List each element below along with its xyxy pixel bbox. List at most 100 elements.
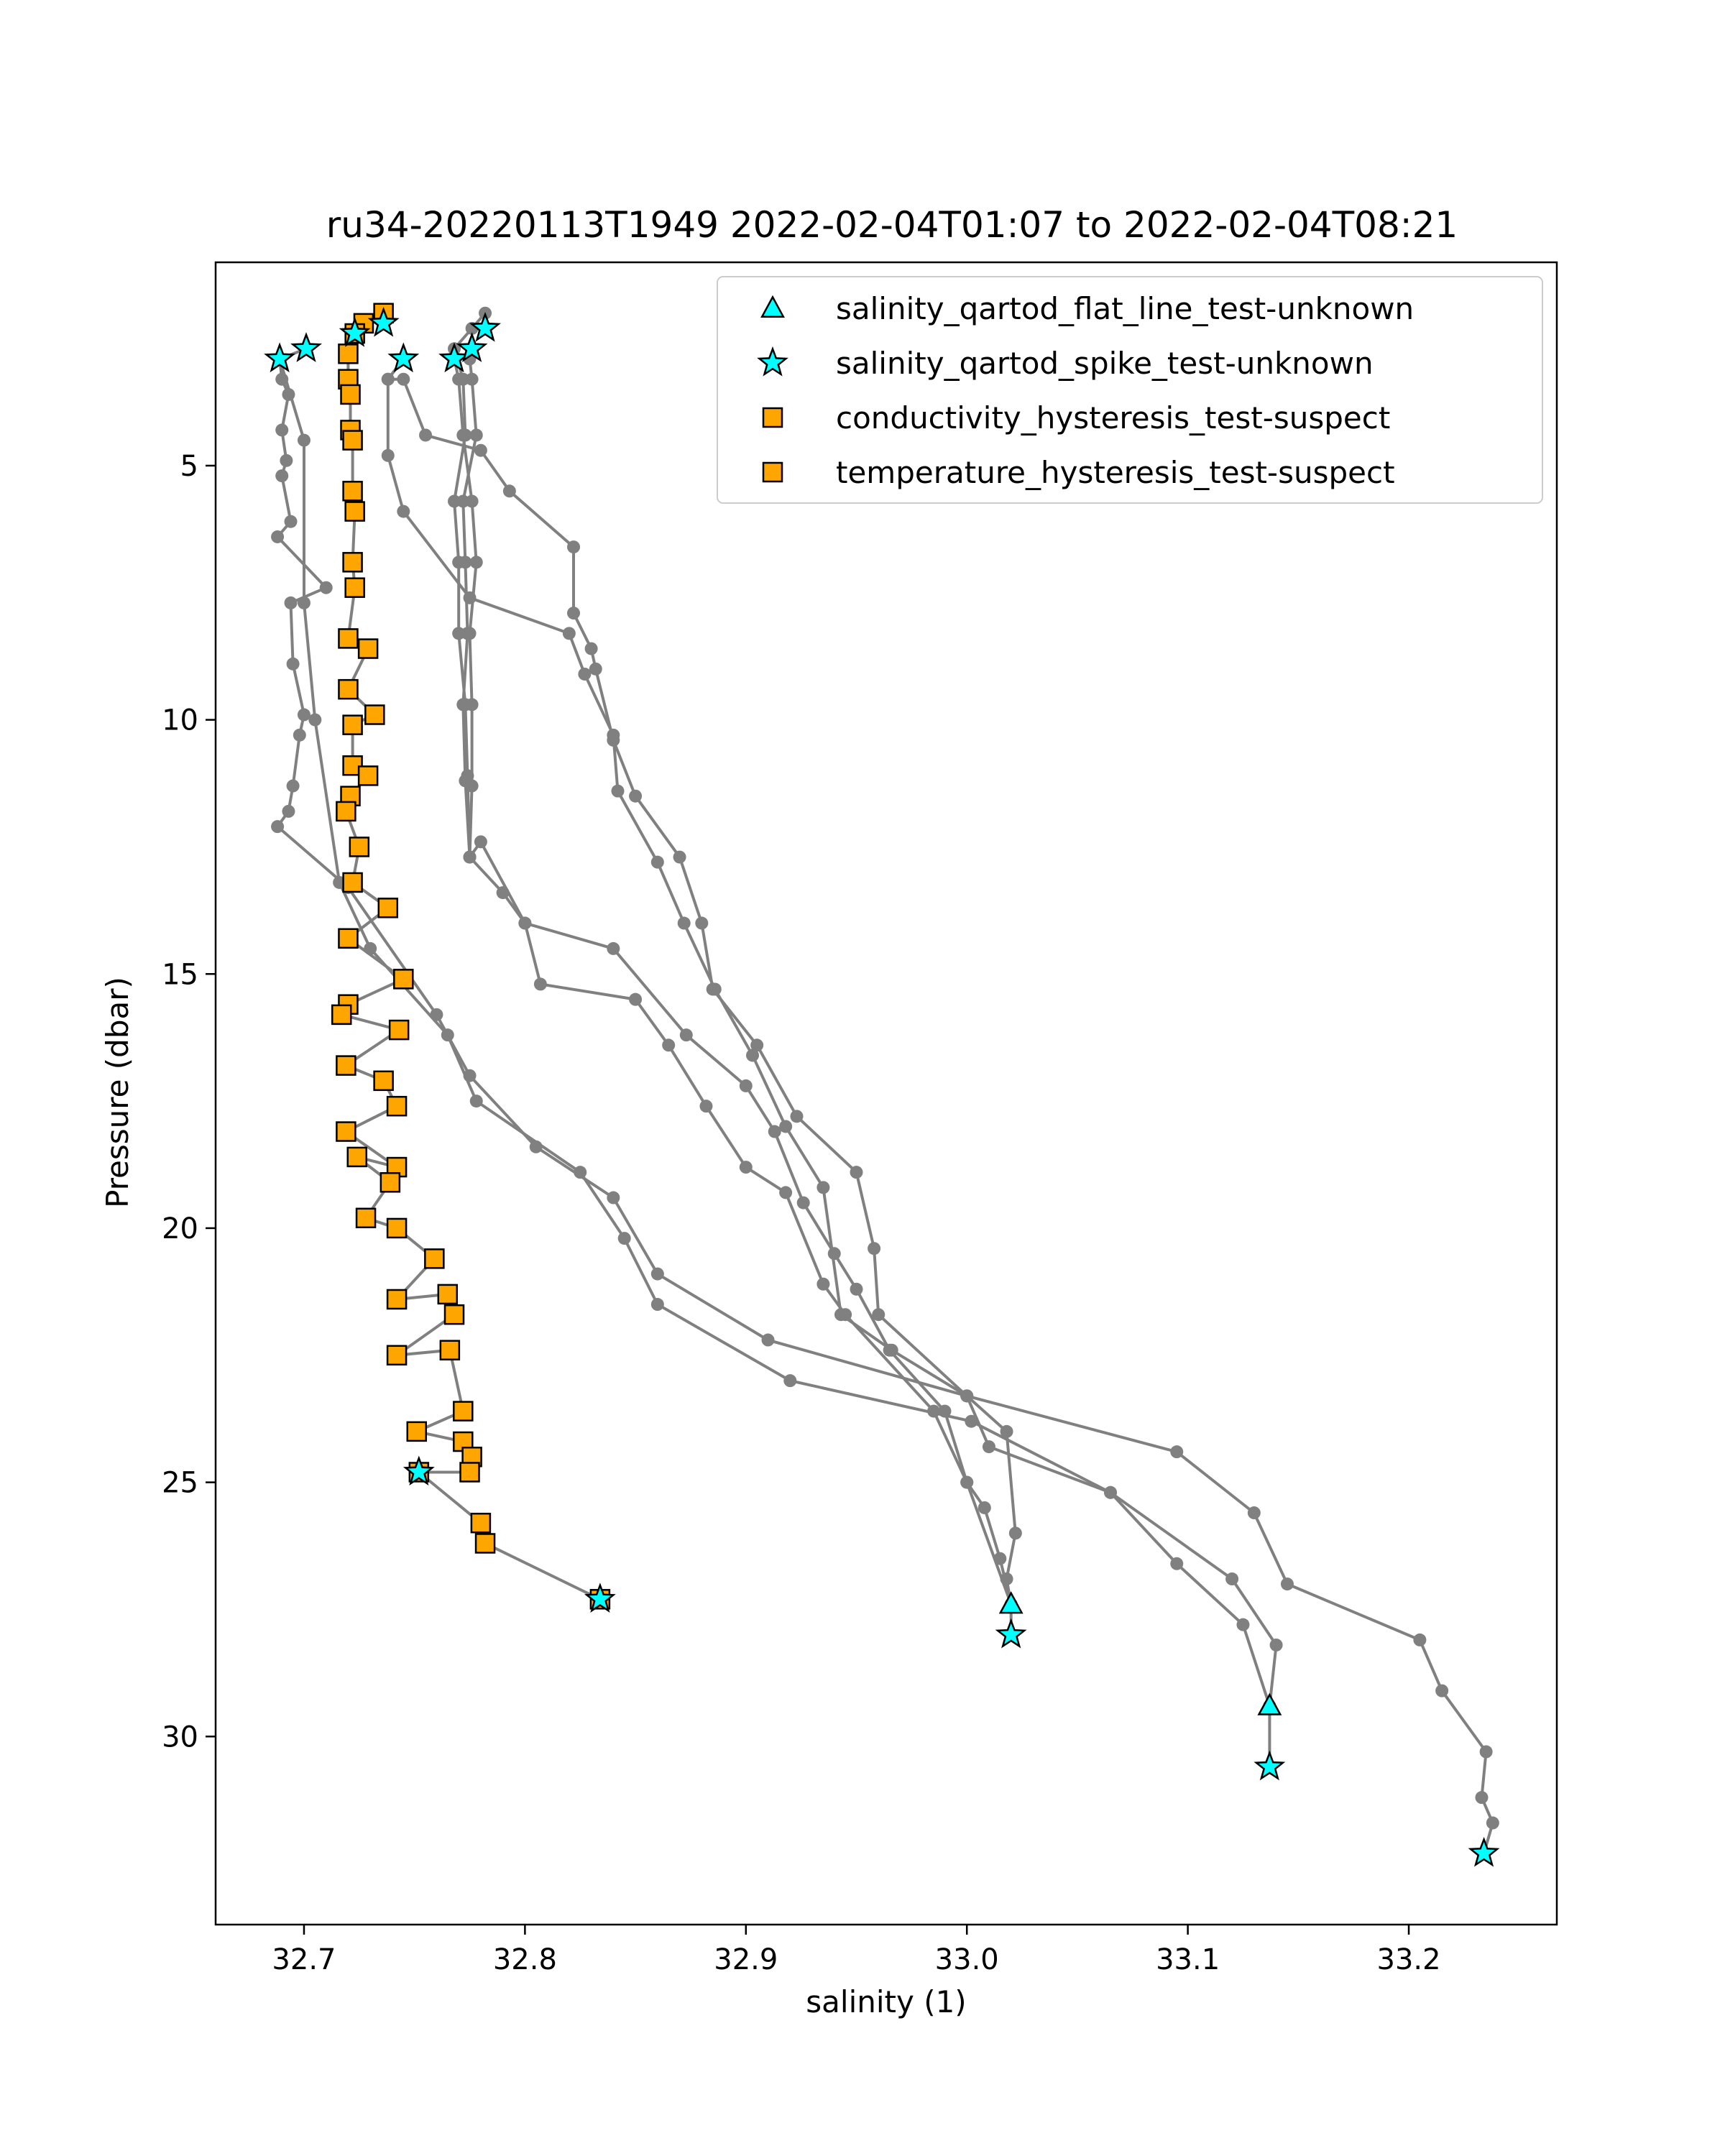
hysteresis-marker bbox=[336, 1055, 356, 1076]
hysteresis-marker bbox=[380, 1172, 401, 1193]
profile-point bbox=[790, 1110, 804, 1123]
profile-point bbox=[271, 820, 285, 834]
hysteresis-marker bbox=[338, 928, 359, 949]
profile-point bbox=[607, 1191, 620, 1204]
x-tick-label: 33.0 bbox=[935, 1943, 999, 1976]
legend-marker-star bbox=[757, 346, 788, 377]
profile-point bbox=[308, 713, 322, 727]
profile-point bbox=[662, 1038, 676, 1052]
profile-point bbox=[567, 607, 581, 620]
profile-line-6 bbox=[461, 359, 1013, 1606]
hysteresis-marker bbox=[346, 1146, 367, 1168]
y-tick-label: 20 bbox=[162, 1212, 198, 1245]
profile-point bbox=[850, 1166, 863, 1179]
profile-point bbox=[275, 423, 289, 437]
profile-point bbox=[839, 1308, 852, 1322]
profile-point bbox=[650, 1267, 664, 1281]
profile-point bbox=[679, 1028, 693, 1042]
spike-marker bbox=[1254, 1750, 1286, 1781]
profile-point bbox=[779, 1186, 793, 1199]
profile-point bbox=[461, 769, 474, 783]
profile-point bbox=[965, 1414, 978, 1428]
hysteresis-marker bbox=[386, 1289, 408, 1310]
flat-line-marker bbox=[998, 1591, 1024, 1614]
hysteresis-marker bbox=[386, 1095, 408, 1117]
profile-point bbox=[465, 494, 479, 508]
profile-point bbox=[469, 428, 483, 442]
profile-point bbox=[518, 916, 532, 930]
profile-point bbox=[578, 667, 592, 681]
profile-point bbox=[562, 627, 576, 640]
profile-point bbox=[816, 1181, 830, 1194]
y-axis-label: Pressure (dbar) bbox=[100, 977, 135, 1208]
profile-point bbox=[1247, 1506, 1261, 1520]
profile-point bbox=[960, 1389, 974, 1403]
profile-point bbox=[297, 596, 310, 609]
profile-point bbox=[708, 982, 722, 996]
hysteresis-marker bbox=[406, 1421, 427, 1442]
profile-point bbox=[469, 556, 483, 569]
profile-point bbox=[297, 708, 310, 722]
spike-marker bbox=[584, 1583, 616, 1613]
profile-point bbox=[1280, 1577, 1294, 1591]
profile-point bbox=[677, 916, 691, 930]
profile-point bbox=[629, 789, 643, 803]
legend-label: temperature_hysteresis_test-suspect bbox=[836, 455, 1395, 490]
spike-marker bbox=[290, 332, 322, 362]
profile-point bbox=[286, 779, 300, 793]
hysteresis-marker bbox=[386, 1217, 408, 1239]
hysteresis-marker bbox=[342, 714, 363, 735]
profile-point bbox=[448, 494, 461, 508]
profile-point bbox=[1479, 1745, 1493, 1759]
hysteresis-marker bbox=[331, 1004, 352, 1026]
profile-point bbox=[452, 556, 466, 569]
hysteresis-marker bbox=[342, 552, 363, 573]
profile-point bbox=[739, 1161, 753, 1174]
profile-point bbox=[459, 698, 472, 711]
profile-point bbox=[574, 1166, 587, 1179]
profile-point bbox=[750, 1038, 764, 1052]
profile-point bbox=[699, 1100, 713, 1113]
x-tick-label: 33.2 bbox=[1377, 1943, 1441, 1976]
profile-point bbox=[474, 835, 487, 849]
profile-point bbox=[397, 505, 410, 518]
y-axis-ticks: 5 10 15 20 25 30 bbox=[162, 450, 216, 1754]
hysteresis-marker bbox=[338, 678, 359, 700]
profile-point bbox=[739, 1079, 753, 1092]
profile-point bbox=[1170, 1445, 1184, 1459]
spike-marker bbox=[456, 332, 488, 362]
profile-point bbox=[567, 540, 581, 554]
axes-frame bbox=[214, 261, 1558, 1926]
hysteresis-marker bbox=[357, 765, 379, 786]
hysteresis-marker bbox=[453, 1401, 474, 1422]
profile-point bbox=[850, 1282, 863, 1296]
hysteresis-marker bbox=[344, 577, 365, 598]
profile-point bbox=[280, 453, 293, 467]
flat-line-marker bbox=[1257, 1692, 1282, 1715]
profile-point bbox=[319, 581, 333, 594]
hysteresis-marker bbox=[342, 872, 363, 893]
spike-marker bbox=[367, 306, 400, 337]
hysteresis-marker bbox=[459, 1462, 480, 1483]
legend-label: salinity_qartod_flat_line_test-unknown bbox=[836, 291, 1414, 326]
profile-point bbox=[1225, 1572, 1239, 1586]
y-tick-label: 15 bbox=[162, 958, 198, 991]
hysteresis-marker bbox=[377, 898, 399, 918]
profile-point bbox=[456, 372, 470, 386]
spike-marker bbox=[1468, 1836, 1500, 1867]
y-tick-label: 30 bbox=[162, 1720, 198, 1754]
profile-point bbox=[286, 657, 300, 671]
spike-marker bbox=[469, 311, 501, 342]
legend-marker-triangle bbox=[760, 295, 785, 318]
hysteresis-marker bbox=[342, 430, 363, 451]
hysteresis-marker bbox=[342, 481, 363, 502]
profile-line-3 bbox=[385, 358, 1271, 1707]
hysteresis-marker bbox=[364, 704, 385, 725]
hysteresis-marker bbox=[336, 1121, 356, 1142]
profile-point bbox=[463, 850, 477, 864]
hysteresis-marker bbox=[338, 628, 359, 649]
hysteresis-marker bbox=[338, 344, 359, 364]
profile-point bbox=[827, 1247, 841, 1261]
profile-point bbox=[589, 662, 602, 676]
